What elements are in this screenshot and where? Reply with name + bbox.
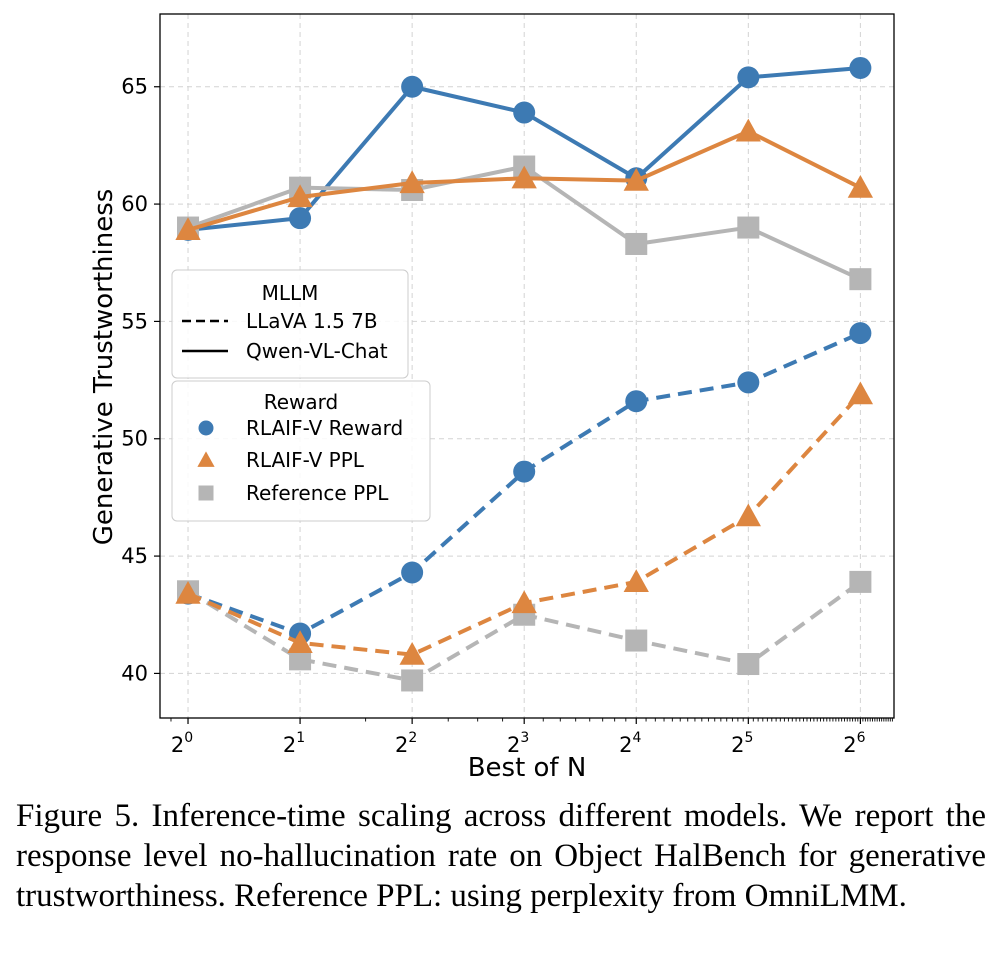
y-tick-label: 60	[121, 192, 148, 216]
data-point	[847, 381, 874, 405]
data-point	[289, 648, 312, 671]
data-point	[623, 569, 649, 593]
legend-box	[171, 269, 409, 379]
data-point	[737, 653, 760, 676]
x-tick-label: 26	[843, 730, 865, 757]
series-qwen-vl-chat-rlaif-v-reward	[177, 56, 872, 241]
y-tick-label: 40	[121, 661, 148, 685]
series-qwen-vl-chat-rlaif-v-ppl	[175, 118, 874, 241]
plot-series	[175, 56, 874, 692]
legend-label: RLAIF-V PPL	[246, 448, 365, 472]
data-point	[737, 66, 760, 89]
data-point	[849, 268, 872, 291]
legend-title: MLLM	[262, 281, 319, 305]
legend-box	[171, 380, 431, 522]
data-point	[849, 56, 872, 79]
x-tick-label: 23	[507, 730, 529, 757]
y-axis-label: Generative Trustworthiness	[89, 189, 119, 546]
data-point	[511, 165, 537, 189]
plot-frame	[159, 13, 895, 719]
data-point	[737, 371, 760, 394]
data-point	[289, 207, 312, 230]
data-point	[399, 170, 425, 194]
data-point	[513, 460, 536, 483]
legend-title: Reward	[264, 390, 338, 414]
x-axis-label: Best of N	[468, 753, 587, 783]
x-tick-label: 20	[171, 730, 193, 757]
figure-caption: Figure 5. Inference-time scaling across …	[16, 798, 986, 914]
legend-label: LLaVA 1.5 7B	[246, 309, 378, 333]
x-tick-label: 21	[283, 730, 305, 757]
data-point	[401, 669, 424, 692]
x-tick-label: 24	[619, 730, 641, 757]
data-point	[849, 322, 872, 345]
data-point	[735, 503, 761, 527]
data-point	[623, 167, 649, 191]
legend-marker-swatch	[198, 485, 214, 501]
data-point	[287, 184, 313, 208]
data-point	[511, 590, 537, 614]
legend-marker-swatch	[198, 420, 214, 436]
legend-mllm: MLLM LLaVA 1.5 7B Qwen-VL-Chat	[171, 269, 409, 379]
data-point	[849, 570, 872, 593]
legend-marker-swatch	[197, 451, 215, 467]
data-point	[399, 641, 425, 665]
data-point	[847, 175, 874, 198]
y-tick-label: 65	[121, 75, 148, 99]
legend-label: RLAIF-V Reward	[246, 416, 403, 440]
data-point	[513, 101, 536, 124]
x-tick-label: 22	[395, 730, 417, 757]
data-point	[737, 216, 760, 239]
legend-label: Reference PPL	[246, 481, 389, 505]
data-point	[625, 232, 648, 255]
y-tick-label: 50	[121, 427, 148, 451]
data-point	[175, 580, 201, 604]
data-point	[401, 75, 424, 98]
data-point	[735, 118, 761, 142]
y-tick-label: 55	[121, 309, 148, 333]
series-llava-1-5-7b-reference-ppl	[177, 570, 872, 692]
y-tick-label: 45	[121, 544, 148, 568]
data-point	[625, 629, 648, 652]
chart: 40 45 50 55 60 65 20 21 22 23 24 25 26 Best of N Gen…	[89, 13, 895, 783]
x-tick-label: 25	[731, 730, 753, 757]
data-point	[401, 561, 424, 584]
data-point	[175, 217, 201, 241]
series-llava-1-5-7b-rlaif-v-ppl	[175, 381, 874, 665]
data-point	[625, 390, 648, 413]
data-point	[287, 630, 313, 654]
axis-ticks: 40 45 50 55 60 65 20 21 22 23 24 25 26	[121, 75, 893, 757]
legend-label: Qwen-VL-Chat	[246, 339, 388, 363]
